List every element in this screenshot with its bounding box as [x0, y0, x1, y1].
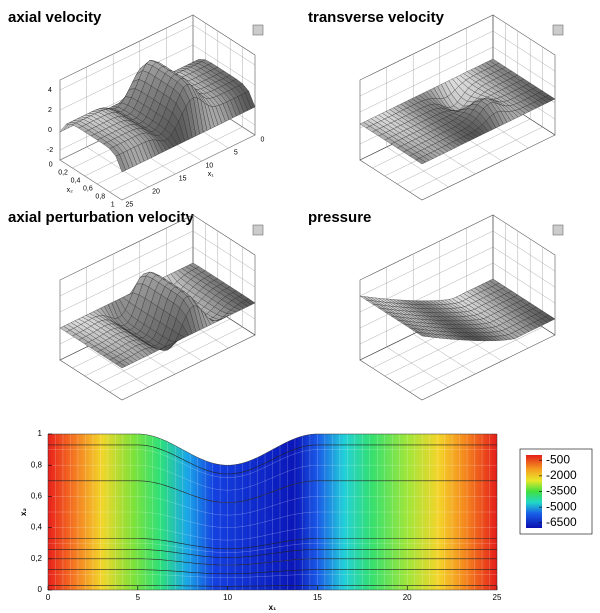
y-tick-label: 0: [49, 161, 53, 168]
y-tick-label: 0,4: [71, 177, 81, 184]
mesh-line: [48, 496, 497, 516]
streamline: [48, 569, 497, 575]
box-grid: [359, 46, 556, 113]
panel-title: transverse velocity: [308, 9, 445, 26]
axis-icon: [252, 24, 264, 36]
x-tick-label: 25: [493, 593, 502, 602]
box-grid: [359, 246, 556, 313]
box-grid: [109, 247, 243, 393]
box-grid: [359, 30, 556, 97]
streamline: [48, 480, 497, 503]
box-grid: [386, 267, 449, 388]
grid-line: [121, 55, 256, 201]
x-tick-label: 15: [313, 593, 322, 602]
x-tick-label: 0: [46, 593, 51, 602]
box-wall: [192, 214, 256, 336]
streamline: [48, 585, 497, 587]
mesh-line: [48, 511, 497, 528]
z-tick-label: 0: [48, 127, 52, 134]
mesh-line: [48, 449, 497, 478]
surface: [359, 278, 556, 341]
box-grid: [409, 47, 543, 193]
x-tick-label: 25: [126, 202, 134, 209]
y-tick-label: 0,8: [31, 460, 43, 469]
streamline: [48, 444, 497, 475]
box-grid: [409, 247, 543, 393]
y-tick-label: 0,4: [31, 523, 43, 532]
colorbar-label: -5000: [546, 499, 577, 513]
x-tick-label: 15: [179, 176, 187, 183]
colorbar-label: -2000: [546, 468, 577, 482]
z-tick-label: 2: [48, 107, 52, 114]
x-tick-label: 5: [234, 150, 238, 157]
streamline: [48, 549, 497, 558]
x-tick-label: 0: [260, 137, 264, 144]
box-grid: [97, 239, 231, 385]
y-tick-label: 1: [38, 429, 43, 438]
grid-line: [59, 24, 256, 91]
box-grid: [397, 39, 531, 185]
y-axis-label: x₂: [67, 187, 74, 194]
x-axis-label: x₁: [269, 603, 277, 612]
streamline: [48, 538, 497, 550]
surface-cell: [115, 154, 126, 173]
panel-title: pressure: [308, 209, 371, 226]
y-tick-label: 0: [38, 585, 43, 594]
axis-icon: [552, 224, 564, 236]
box-grid: [59, 230, 256, 297]
y-tick-label: 0,2: [58, 169, 68, 176]
grid-line: [109, 47, 243, 193]
y-tick-label: 0,8: [95, 193, 105, 200]
y-tick-label: 0,6: [83, 185, 93, 192]
surface-cell: [415, 158, 427, 165]
z-tick-label: 4: [48, 87, 52, 94]
box-wall: [492, 14, 556, 136]
colorbar: [526, 455, 542, 528]
colorbar-label: -3500: [546, 484, 577, 498]
box-grid: [86, 267, 149, 388]
mesh-line: [48, 527, 497, 541]
mesh-line: [48, 464, 497, 491]
surface: [59, 262, 256, 369]
x-tick-label: 10: [223, 593, 232, 602]
y-axis-label: x₂: [19, 508, 28, 516]
panel-title: axial perturbation velocity: [8, 209, 195, 226]
z-tick-label: -2: [47, 147, 53, 154]
box-grid: [386, 67, 449, 188]
colorbar-label: -500: [546, 452, 570, 466]
y-tick-label: 0,6: [31, 492, 43, 501]
y-tick-label: 0,2: [31, 554, 43, 563]
mesh-line: [48, 542, 497, 553]
box-grid: [413, 254, 476, 375]
contour-fill: [48, 434, 497, 590]
colorbar-label: -6500: [546, 515, 577, 529]
axis-icon: [252, 224, 264, 236]
axis-icon: [552, 24, 564, 36]
surface-cell: [415, 331, 426, 337]
y-tick-label: 1: [111, 201, 115, 208]
x-tick-label: 20: [403, 593, 412, 602]
panel-title: axial velocity: [8, 9, 102, 26]
channel-wall: [47, 433, 498, 591]
x-tick-label: 5: [136, 593, 141, 602]
surface-cell: [115, 362, 127, 369]
box-grid: [359, 230, 556, 297]
surface: [359, 58, 556, 165]
x-tick-label: 10: [205, 163, 213, 170]
mesh-line: [48, 574, 497, 578]
surface: [59, 59, 256, 173]
grid-line: [59, 44, 256, 111]
x-tick-label: 20: [152, 189, 160, 196]
box-grid: [59, 246, 256, 313]
contour-field: [48, 434, 497, 590]
x-axis-label: x₁: [208, 171, 215, 178]
streamline: [48, 558, 497, 566]
